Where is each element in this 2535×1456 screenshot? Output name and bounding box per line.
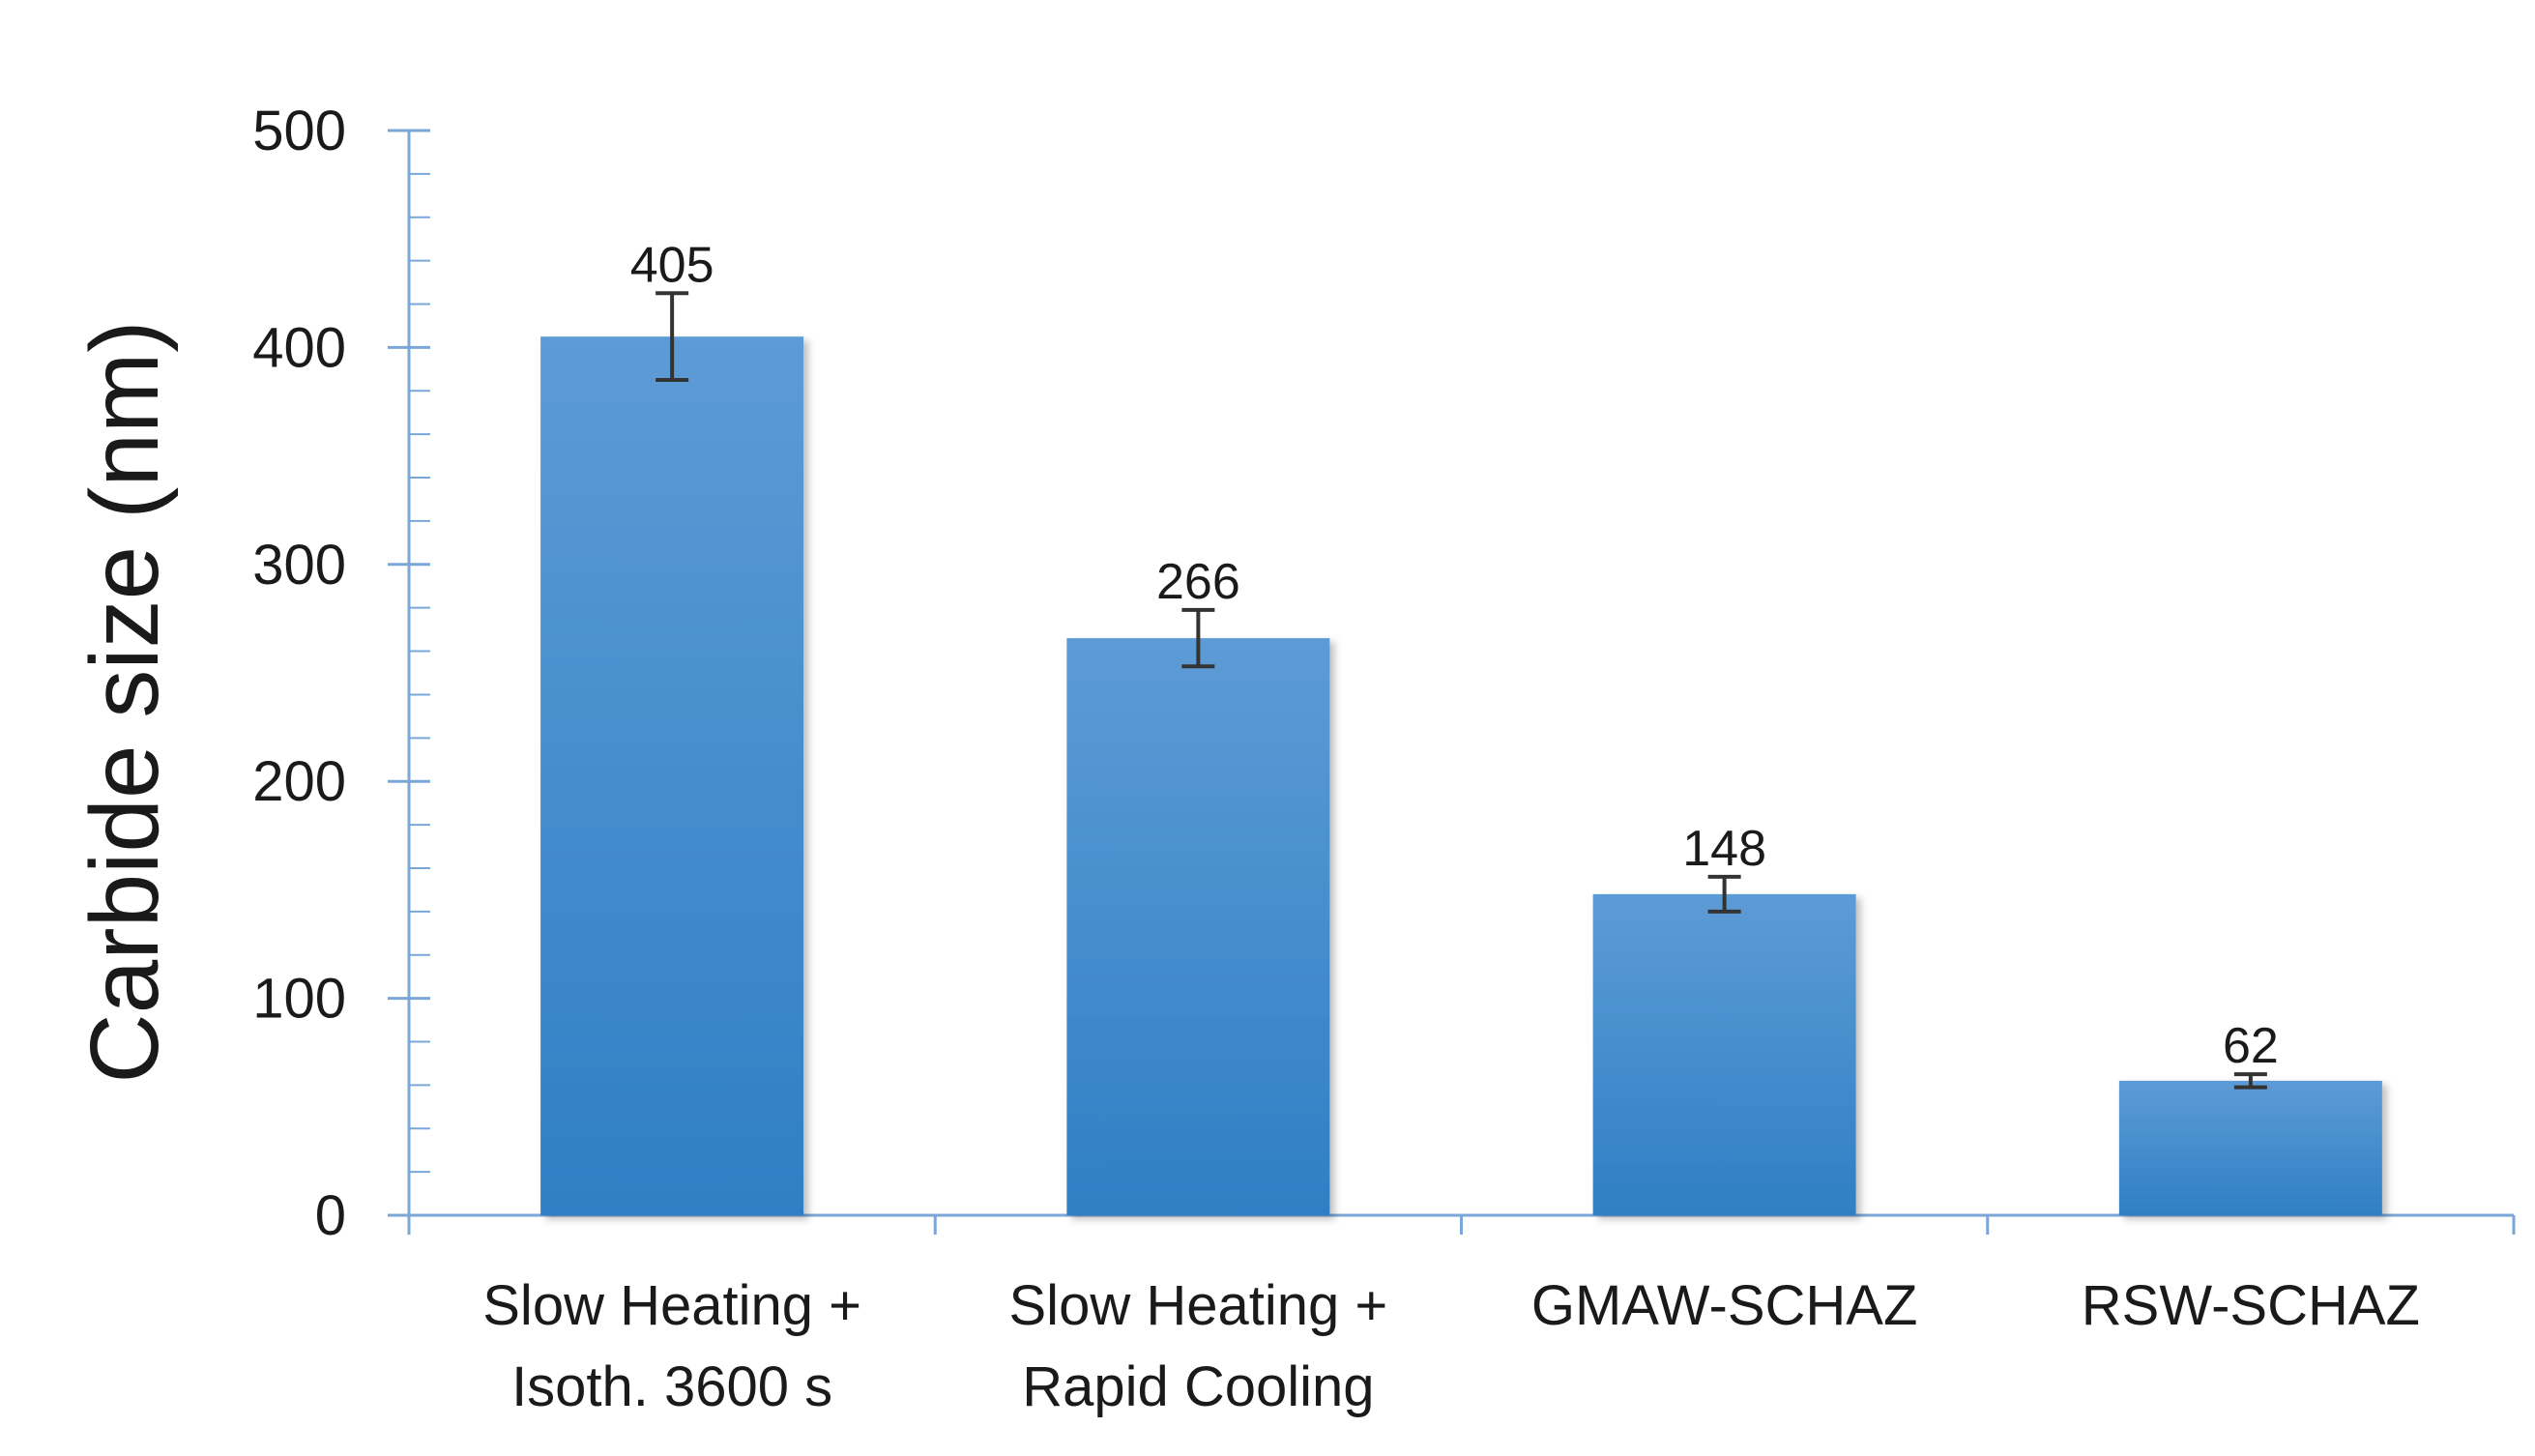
y-tick-label: 300 bbox=[252, 534, 346, 597]
category-label: Slow Heating + Rapid Cooling bbox=[1009, 1274, 1388, 1418]
y-tick-label: 200 bbox=[252, 750, 346, 813]
y-axis: 0 100 200 300 400 500 bbox=[252, 100, 430, 1247]
bar bbox=[2118, 1080, 2382, 1215]
data-label: 266 bbox=[1156, 554, 1240, 610]
bar bbox=[1066, 638, 1330, 1215]
data-label: 62 bbox=[2223, 1018, 2279, 1074]
error-bar bbox=[2233, 1072, 2267, 1090]
category-labels: Slow Heating + Isoth. 3600 s Slow Heating … bbox=[482, 1274, 2420, 1418]
data-label: 148 bbox=[1682, 821, 1766, 877]
error-bar bbox=[656, 291, 689, 383]
category-label: RSW-SCHAZ bbox=[2082, 1274, 2420, 1337]
error-bars bbox=[656, 291, 2267, 1090]
y-tick-label: 500 bbox=[252, 100, 346, 162]
bar bbox=[1592, 893, 1856, 1215]
x-axis bbox=[407, 1213, 2516, 1235]
y-axis-title: Carbide size (nm) bbox=[71, 320, 179, 1083]
category-label: GMAW-SCHAZ bbox=[1531, 1274, 1918, 1337]
error-bar bbox=[1707, 874, 1741, 914]
y-tick-label: 400 bbox=[252, 316, 346, 379]
bar bbox=[540, 336, 804, 1215]
y-tick-label: 100 bbox=[252, 968, 346, 1031]
y-tick-label: 0 bbox=[315, 1184, 346, 1247]
data-labels: 405 266 148 62 bbox=[630, 237, 2279, 1074]
bars bbox=[540, 336, 2382, 1215]
error-bar bbox=[1181, 607, 1215, 669]
data-label: 405 bbox=[630, 237, 714, 293]
category-label: Slow Heating + Isoth. 3600 s bbox=[482, 1274, 861, 1418]
